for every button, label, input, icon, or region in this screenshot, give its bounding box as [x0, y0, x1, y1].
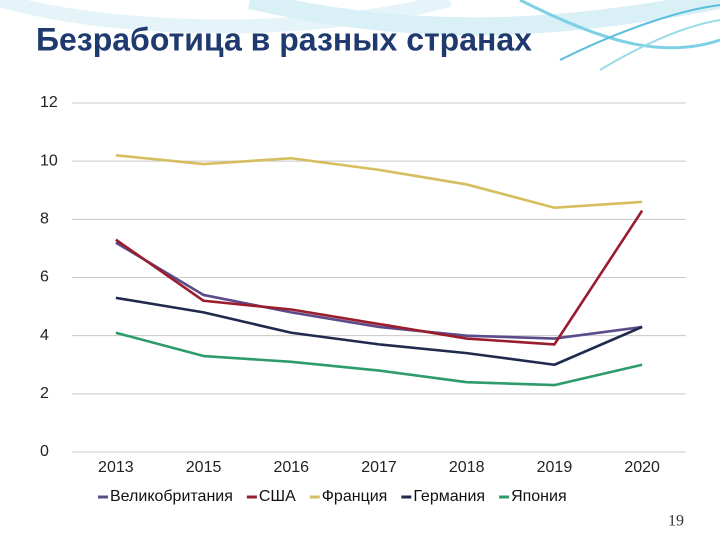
legend-label: Великобритания: [110, 488, 233, 505]
legend-label: США: [259, 488, 296, 505]
x-tick-label: 2015: [186, 459, 222, 476]
x-tick-label: 2019: [537, 459, 573, 476]
line-series: [115, 241, 643, 340]
legend-label: Германия: [413, 488, 485, 505]
y-tick-label: 6: [40, 269, 49, 286]
line-series: [115, 296, 643, 367]
line-series: [115, 154, 643, 209]
y-tick-label: 2: [40, 385, 49, 402]
line-series: [115, 209, 644, 346]
y-tick-label: 4: [40, 327, 49, 344]
y-tick-label: 8: [40, 211, 49, 228]
y-tick-label: 0: [40, 443, 49, 460]
y-tick-label: 12: [40, 94, 58, 111]
legend-label: Франция: [322, 488, 388, 505]
page-number: 19: [668, 513, 684, 530]
line-series: [115, 331, 643, 387]
x-tick-label: 2013: [98, 459, 134, 476]
chart-title: Безработица в разных странах: [36, 21, 532, 57]
x-tick-label: 2016: [273, 459, 309, 476]
x-tick-label: 2020: [624, 459, 660, 476]
x-tick-label: 2018: [449, 459, 485, 476]
y-tick-label: 10: [40, 152, 58, 169]
decoration: [0, 0, 720, 71]
x-tick-label: 2017: [361, 459, 397, 476]
legend-label: Япония: [511, 488, 567, 505]
